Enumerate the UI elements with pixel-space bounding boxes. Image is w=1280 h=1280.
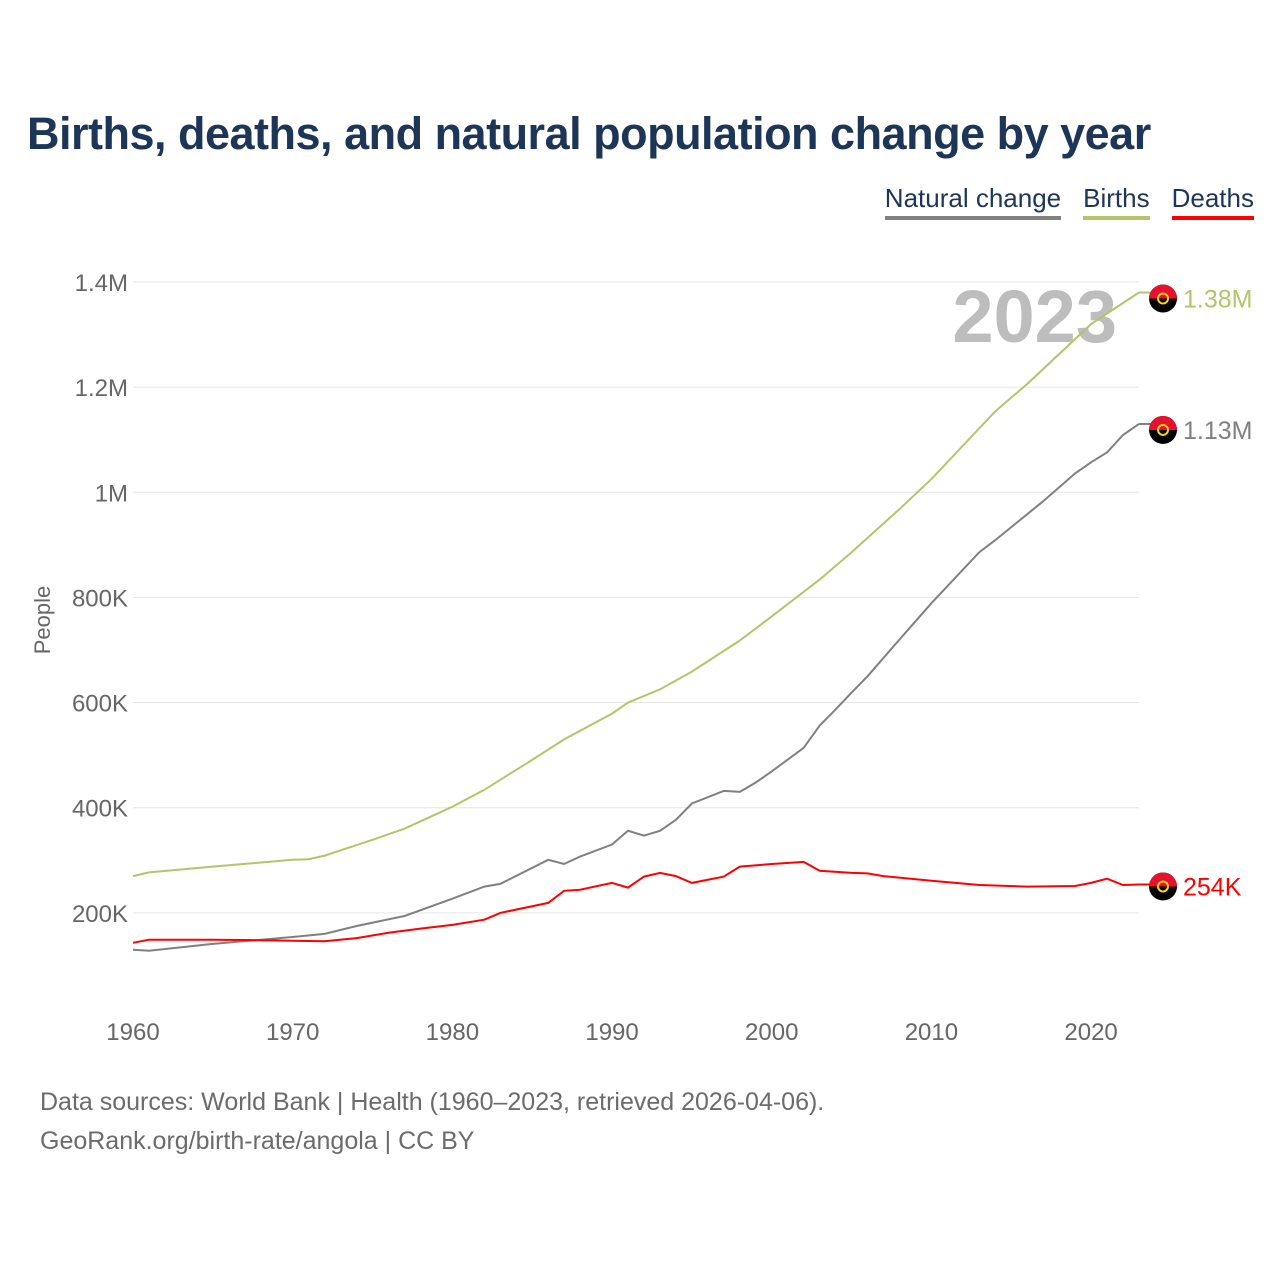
- y-tick-label: 1.2M: [75, 375, 128, 402]
- x-tick-label: 2000: [745, 1019, 798, 1046]
- year-watermark: 2023: [952, 275, 1117, 358]
- end-value-label: 1.13M: [1183, 417, 1252, 445]
- y-tick-label: 200K: [72, 901, 128, 928]
- y-tick-label: 1.4M: [75, 270, 128, 297]
- angola-flag-emblem-icon: [1157, 880, 1169, 893]
- angola-flag-emblem-icon: [1157, 292, 1169, 305]
- series-line-deaths: [132, 860, 1140, 944]
- angola-flag-icon: [1149, 284, 1178, 299]
- angola-flag-icon: [1149, 872, 1178, 887]
- y-tick-label: 600K: [72, 691, 128, 718]
- series-line-natural-change: [132, 423, 1140, 952]
- legend-deaths[interactable]: Deaths: [1171, 183, 1254, 220]
- y-tick-label: 1M: [95, 480, 128, 507]
- y-tick-label: 400K: [72, 796, 128, 823]
- x-tick-label: 1970: [266, 1019, 319, 1046]
- angola-flag-icon: [1149, 415, 1178, 430]
- x-tick-label: 1980: [426, 1019, 479, 1046]
- x-tick-label: 2020: [1064, 1019, 1117, 1046]
- footer-sources: Data sources: World Bank | Health (1960–…: [40, 1088, 825, 1116]
- series-line-births: [132, 291, 1140, 878]
- footer-link[interactable]: GeoRank.org/birth-rate/angola | CC BY: [40, 1127, 475, 1155]
- x-tick-label: 2010: [905, 1019, 958, 1046]
- angola-flag-emblem-icon: [1157, 423, 1169, 436]
- x-tick-label: 1960: [106, 1019, 159, 1046]
- y-tick-label: 800K: [72, 585, 128, 612]
- end-value-label: 1.38M: [1183, 286, 1252, 314]
- y-axis-label: People: [30, 586, 55, 655]
- legend-natural-change[interactable]: Natural change: [884, 183, 1062, 220]
- legend-births[interactable]: Births: [1083, 183, 1150, 220]
- chart-title: Births, deaths, and natural population c…: [27, 108, 1151, 159]
- end-value-label: 254K: [1183, 873, 1242, 901]
- x-tick-label: 1990: [585, 1019, 638, 1046]
- legend: Natural change Births Deaths: [884, 183, 1254, 220]
